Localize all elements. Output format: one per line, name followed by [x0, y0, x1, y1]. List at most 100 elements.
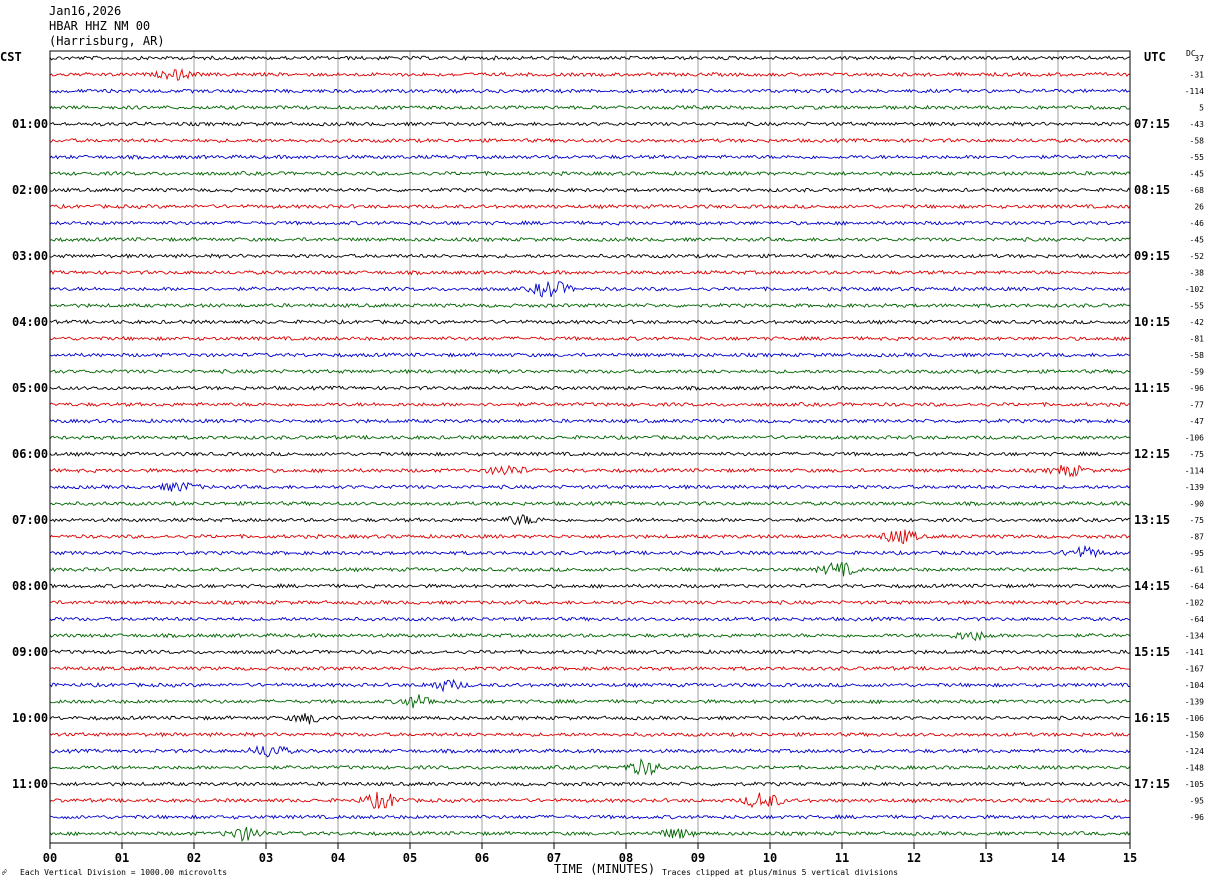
x-tick-label: 03	[259, 851, 273, 865]
trace-line	[49, 481, 1131, 492]
right-time-label: 09:15	[1134, 249, 1170, 263]
trace-line	[49, 781, 1131, 787]
trace-line	[49, 154, 1131, 160]
right-time-label: 13:15	[1134, 513, 1170, 527]
trace-line	[49, 203, 1131, 210]
trace-line	[49, 418, 1131, 424]
dc-offset-label: -81	[1190, 335, 1205, 344]
left-time-label: 01:00	[12, 117, 48, 131]
left-time-label: 03:00	[12, 249, 48, 263]
dc-offset-label: -75	[1190, 450, 1205, 459]
dc-offset-label: -43	[1190, 120, 1205, 129]
x-tick-label: 06	[475, 851, 489, 865]
time-labels: 01:00 02:00 03:00 04:00 05:00 06:00 07:00 08:00…	[12, 54, 1204, 822]
trace-line	[49, 665, 1131, 672]
x-tick-label: 01	[115, 851, 129, 865]
x-tick-label: 11	[835, 851, 849, 865]
right-time-label: 17:15	[1134, 777, 1170, 791]
trace-line	[50, 599, 1131, 606]
plot-frame	[49, 50, 1131, 844]
trace-line	[49, 450, 1131, 457]
trace-line	[49, 401, 1131, 408]
dc-offset-label: -68	[1190, 186, 1205, 195]
dc-offset-label: -64	[1190, 615, 1205, 624]
dc-offset-label: -114	[1185, 87, 1204, 96]
header-location: (Harrisburg, AR)	[49, 34, 165, 48]
dc-offset-label: -75	[1190, 516, 1205, 525]
trace-line	[49, 649, 1131, 655]
trace-line	[49, 544, 1131, 559]
x-tick-label: 15	[1123, 851, 1137, 865]
trace-line	[49, 616, 1131, 622]
x-tick-label: 14	[1051, 851, 1065, 865]
left-time-label: 02:00	[12, 183, 48, 197]
dc-offset-label: -106	[1185, 714, 1204, 723]
trace-line	[49, 434, 1131, 441]
x-tick-label: 04	[331, 851, 345, 865]
trace-line	[49, 500, 1131, 507]
dc-offset-label: -150	[1185, 731, 1204, 740]
trace-line	[49, 352, 1131, 358]
right-time-label: 14:15	[1134, 579, 1170, 593]
trace-line	[49, 302, 1131, 309]
dc-offset-label: -106	[1185, 434, 1204, 443]
clip-note: Traces clipped at plus/minus 5 vertical …	[662, 868, 898, 877]
trace-line	[49, 514, 1131, 526]
dc-offset-label: -47	[1190, 417, 1205, 426]
dc-offset-label: -61	[1190, 566, 1205, 575]
dc-offset-label: -167	[1185, 665, 1204, 674]
dc-offset-label: -64	[1190, 582, 1205, 591]
dc-offset-label: -52	[1190, 252, 1205, 261]
trace-line	[49, 68, 1131, 81]
x-tick-label: 12	[907, 851, 921, 865]
trace-line	[49, 280, 1131, 298]
right-time-label: 11:15	[1134, 381, 1170, 395]
trace-line	[49, 731, 1131, 738]
header-station: HBAR HHZ NM 00	[49, 19, 150, 33]
left-axis-title: CST	[0, 50, 22, 64]
scale-note: Each Vertical Division = 1000.00 microvo…	[20, 868, 227, 877]
dc-offset-label: -55	[1190, 302, 1205, 311]
dc-offset-label: -95	[1190, 797, 1205, 806]
trace-line	[49, 236, 1131, 243]
left-time-label: 06:00	[12, 447, 48, 461]
dc-offset-label: -90	[1190, 500, 1205, 509]
grid-lines	[121, 51, 1059, 843]
x-tick-label: 02	[187, 851, 201, 865]
trace-line	[49, 368, 1131, 375]
dc-offset-label: -148	[1185, 764, 1204, 773]
x-tick-label: 10	[763, 851, 777, 865]
dc-offset-label: 26	[1194, 203, 1204, 212]
trace-line	[49, 269, 1131, 276]
dc-offset-label: 37	[1194, 54, 1204, 63]
seismic-traces	[49, 55, 1131, 843]
trace-line	[49, 758, 1131, 776]
right-time-label: 10:15	[1134, 315, 1170, 329]
chart-logo-mark: ☍	[2, 868, 7, 877]
trace-line	[49, 529, 1131, 545]
trace-line	[49, 187, 1131, 193]
dc-offset-label: 5	[1199, 104, 1204, 113]
dc-offset-label: -114	[1185, 467, 1204, 476]
right-time-label: 16:15	[1134, 711, 1170, 725]
trace-line	[49, 219, 1131, 226]
trace-line	[49, 137, 1131, 144]
left-time-label: 10:00	[12, 711, 48, 725]
trace-line	[49, 826, 1131, 843]
trace-line	[49, 678, 1130, 693]
trace-line	[49, 630, 1131, 642]
right-time-label: 08:15	[1134, 183, 1170, 197]
left-time-label: 11:00	[12, 777, 48, 791]
trace-line	[49, 121, 1131, 127]
trace-line	[49, 713, 1131, 725]
dc-offset-label: -124	[1185, 747, 1204, 756]
left-time-label: 09:00	[12, 645, 48, 659]
trace-line	[49, 745, 1131, 758]
dc-offset-label: -55	[1190, 153, 1205, 162]
x-axis-title: TIME (MINUTES)	[554, 862, 655, 876]
dc-offset-label: -134	[1185, 632, 1204, 641]
dc-offset-label: -58	[1190, 137, 1205, 146]
left-time-label: 05:00	[12, 381, 48, 395]
dc-offset-label: -45	[1190, 170, 1205, 179]
right-time-label: 07:15	[1134, 117, 1170, 131]
